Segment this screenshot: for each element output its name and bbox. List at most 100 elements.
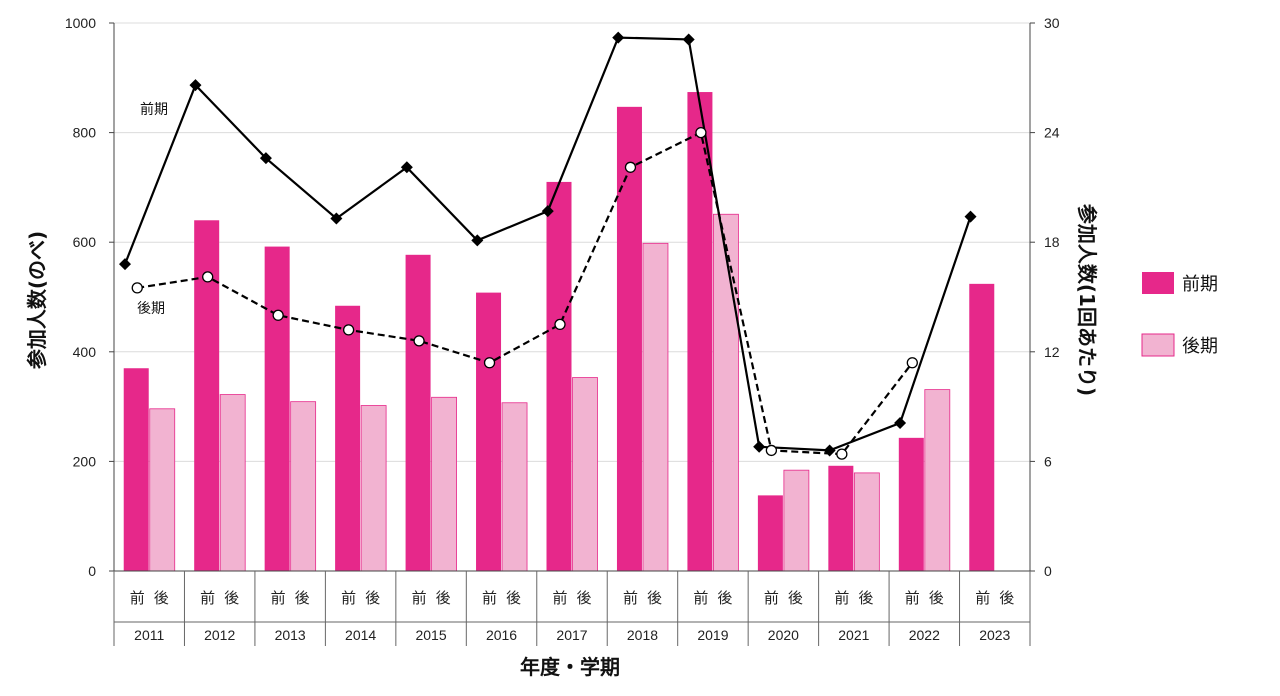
- year-label: 2012: [204, 627, 235, 643]
- semester-label-zenki: 前: [623, 589, 638, 607]
- axes: [109, 22, 1035, 646]
- point-kouki: [202, 271, 214, 283]
- semester-label-kouki: 後: [436, 589, 451, 607]
- legend-label-zenki: 前期: [1182, 274, 1218, 295]
- point-zenki: [753, 440, 766, 453]
- point-kouki: [906, 357, 918, 369]
- point-kouki: [483, 357, 496, 369]
- point-kouki: [413, 335, 425, 347]
- point-zenki: [400, 161, 413, 174]
- point-kouki: [131, 282, 143, 294]
- bar-zenki: [476, 292, 502, 571]
- y2-tick-label: 6: [1044, 453, 1052, 469]
- bar-kouki: [924, 389, 951, 572]
- semester-label-kouki: 後: [506, 589, 521, 607]
- bar-zenki: [898, 437, 924, 571]
- annotation-kouki: 後期: [137, 301, 165, 317]
- bar-kouki: [431, 396, 457, 572]
- semester-label-zenki: 前: [200, 589, 215, 607]
- y2-tick-label: 0: [1044, 563, 1052, 579]
- gridlines: [114, 22, 1030, 462]
- y2-tick-label: 12: [1044, 344, 1060, 360]
- semester-label-kouki: 後: [999, 589, 1014, 607]
- point-kouki: [554, 318, 566, 331]
- point-zenki: [682, 33, 695, 46]
- x-axis-title: 年度・学期: [520, 655, 620, 679]
- semester-label-zenki: 前: [834, 589, 849, 607]
- point-kouki: [272, 309, 284, 321]
- semester-label-kouki: 後: [717, 589, 732, 607]
- lines: [119, 31, 977, 460]
- bar-zenki: [335, 305, 361, 571]
- bars: [123, 92, 995, 572]
- semester-label-zenki: 前: [271, 589, 286, 607]
- semester-label-kouki: 後: [154, 589, 169, 607]
- annotation-zenki: 前期: [140, 101, 168, 118]
- y-tick-label: 800: [73, 125, 97, 141]
- year-label: 2011: [134, 627, 164, 643]
- point-zenki: [541, 205, 554, 218]
- point-zenki: [259, 152, 272, 165]
- bar-kouki: [642, 242, 669, 572]
- semester-label-kouki: 後: [365, 589, 380, 607]
- legend-swatch-zenki: [1142, 272, 1174, 294]
- line-kouki: [137, 130, 914, 456]
- bar-zenki: [546, 181, 572, 572]
- year-label: 2014: [345, 627, 376, 643]
- point-zenki: [119, 258, 131, 271]
- point-zenki: [823, 444, 836, 457]
- semester-label-kouki: 後: [929, 589, 944, 607]
- year-label: 2020: [768, 627, 799, 643]
- semester-label-zenki: 前: [764, 589, 779, 607]
- y-tick-label: 1000: [65, 15, 96, 31]
- semester-label-zenki: 前: [341, 589, 356, 607]
- bar-kouki: [149, 408, 176, 572]
- bar-kouki: [853, 472, 880, 572]
- y2-tick-label: 24: [1044, 125, 1060, 141]
- semester-label-kouki: 後: [576, 589, 591, 607]
- y-tick-label: 0: [88, 563, 96, 579]
- bar-kouki: [501, 402, 528, 572]
- semester-label-zenki: 前: [975, 589, 990, 607]
- semester-label-zenki: 前: [482, 589, 497, 607]
- year-label: 2015: [415, 627, 446, 643]
- semester-label-kouki: 後: [647, 589, 662, 607]
- point-zenki: [471, 234, 484, 247]
- semester-label-kouki: 後: [224, 589, 239, 607]
- bar-zenki: [405, 254, 431, 571]
- bar-kouki: [290, 401, 317, 572]
- bar-kouki: [360, 405, 387, 572]
- y-tick-label: 400: [73, 344, 97, 360]
- y-axis-title: 参加人数(のべ): [25, 231, 49, 369]
- point-zenki: [894, 417, 907, 430]
- bar-zenki: [757, 495, 783, 571]
- semester-label-zenki: 前: [130, 589, 145, 607]
- semester-label-zenki: 前: [552, 589, 567, 607]
- year-label: 2021: [838, 627, 869, 643]
- point-kouki: [342, 324, 355, 336]
- legend: 前期 後期: [1141, 272, 1218, 357]
- y2-tick-label: 18: [1044, 234, 1060, 250]
- semester-label-zenki: 前: [412, 589, 427, 607]
- point-kouki: [695, 126, 707, 139]
- semester-label-kouki: 後: [858, 589, 873, 607]
- bar-zenki: [616, 106, 642, 572]
- year-label: 2013: [275, 627, 306, 643]
- bar-zenki: [687, 92, 713, 571]
- year-label: 2022: [909, 627, 940, 643]
- point-zenki: [612, 31, 625, 44]
- point-kouki: [836, 448, 848, 460]
- year-label: 2016: [486, 627, 517, 643]
- y2-axis-title: 参加人数(1回あたり): [1075, 204, 1099, 396]
- semester-label-zenki: 前: [905, 589, 920, 607]
- bar-zenki: [264, 246, 290, 572]
- semester-label-kouki: 後: [295, 589, 310, 607]
- bar-zenki: [969, 283, 995, 571]
- year-label: 2023: [979, 627, 1010, 643]
- bar-zenki: [828, 465, 854, 571]
- point-kouki: [624, 161, 637, 173]
- semester-label-zenki: 前: [693, 589, 708, 607]
- bar-kouki: [783, 469, 810, 572]
